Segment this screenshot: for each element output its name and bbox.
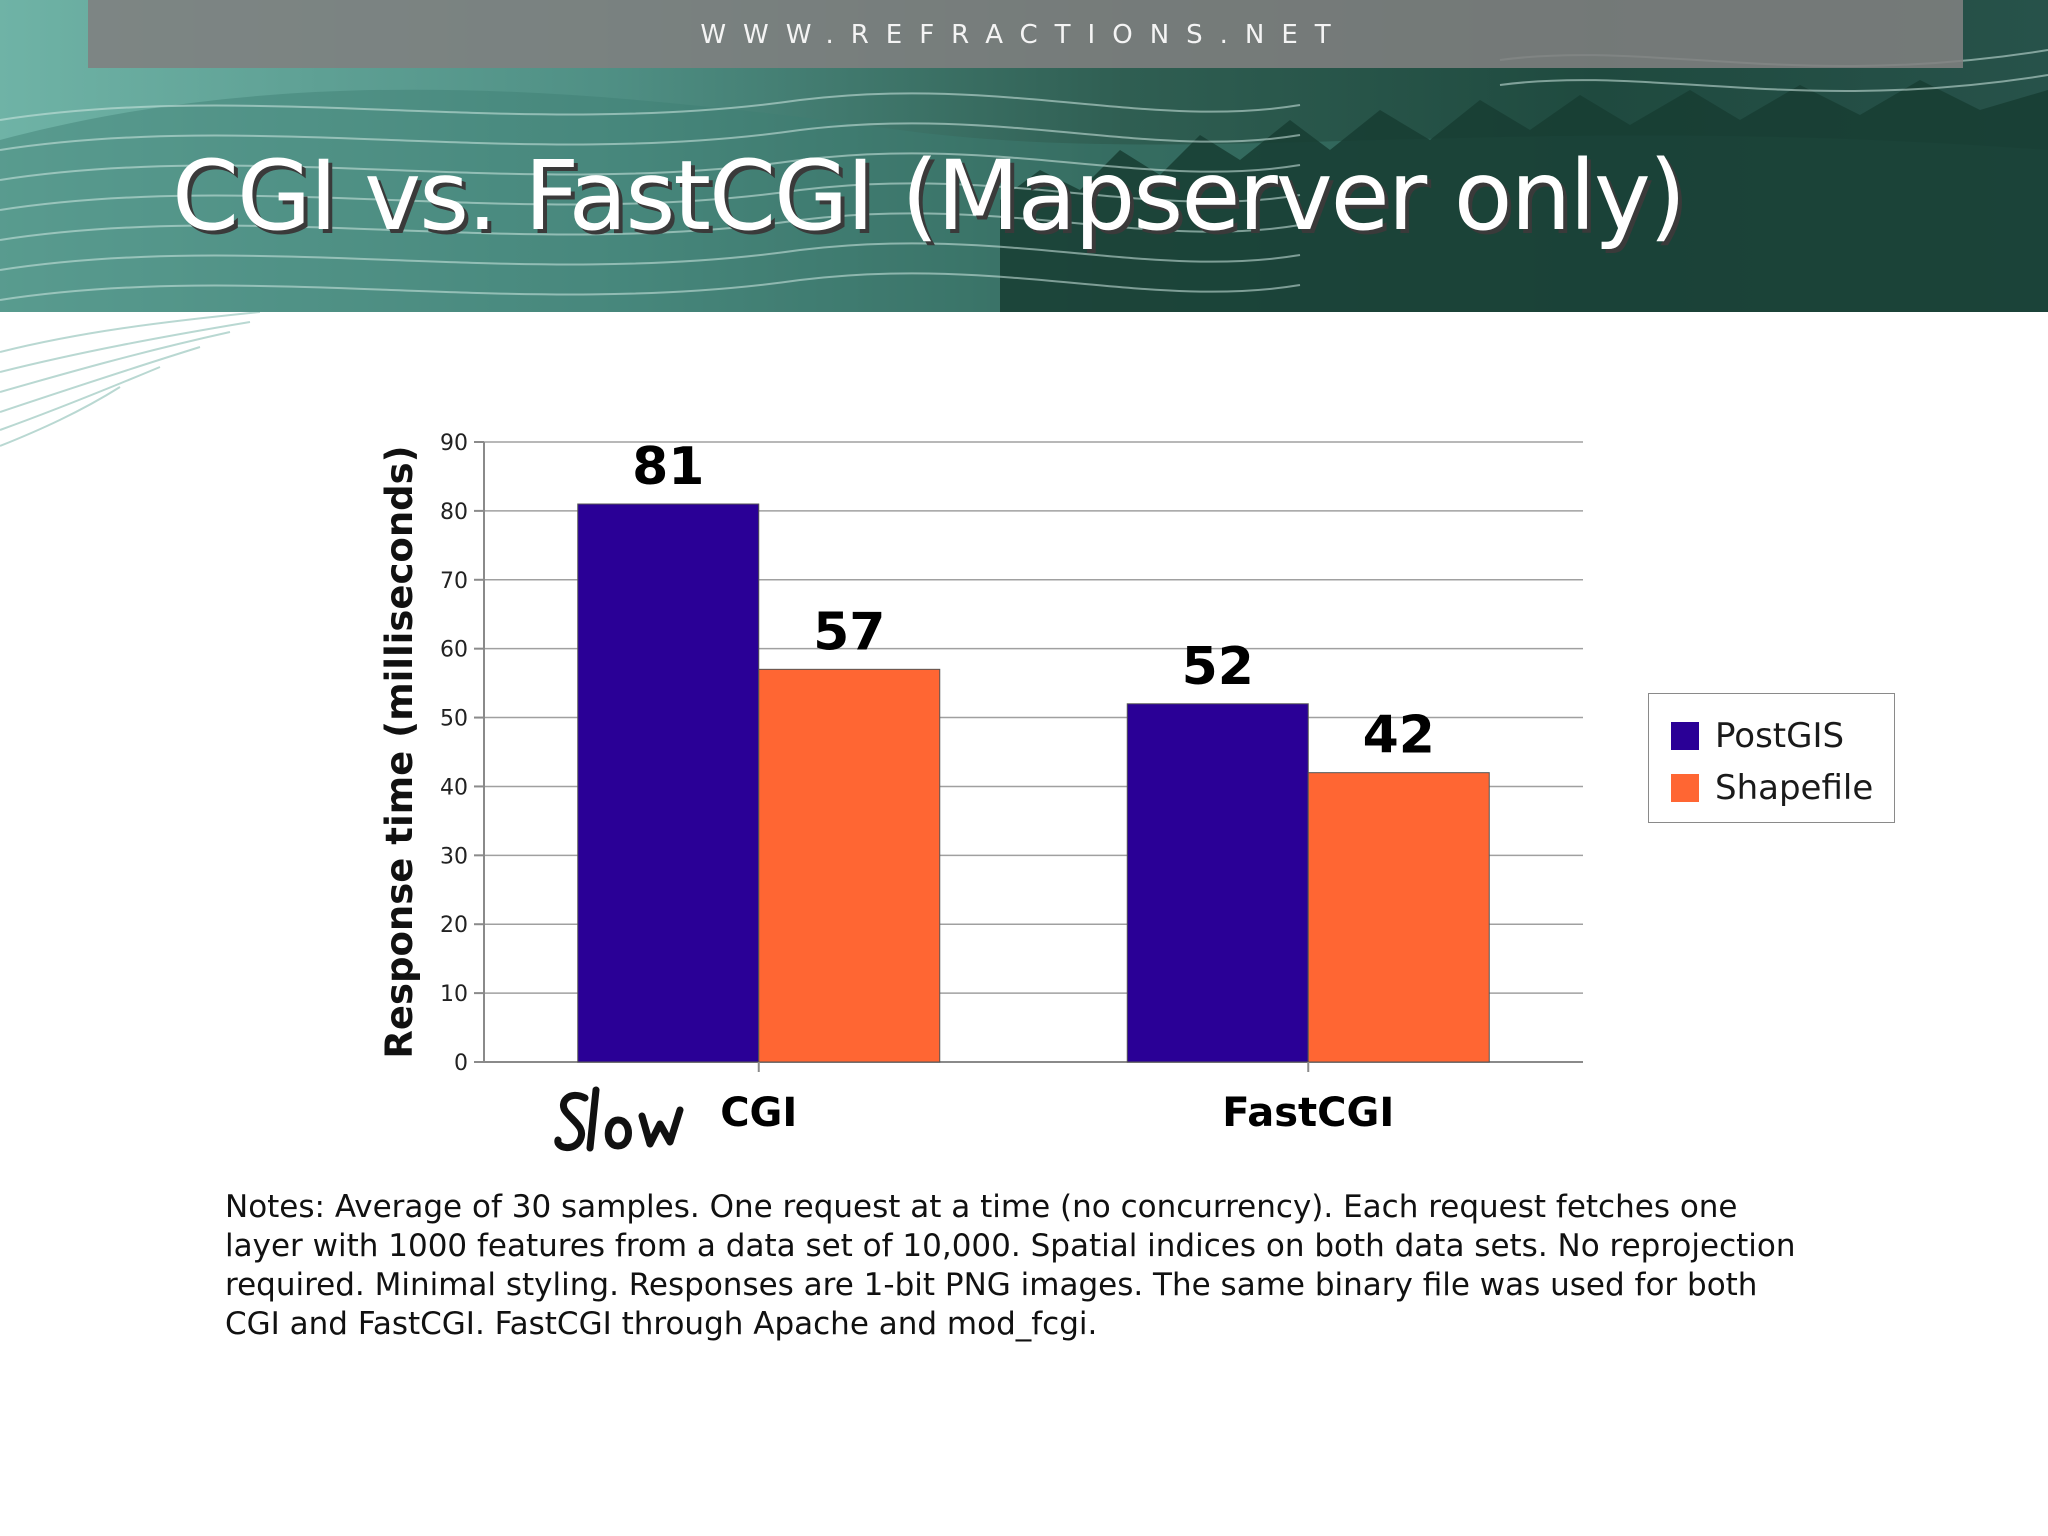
notes-text: Notes: Average of 30 samples. One reques…	[225, 1189, 1796, 1342]
legend-swatch-shapefile	[1671, 774, 1699, 802]
bar-value-label: 52	[1182, 637, 1254, 697]
y-axis-title: Response time (milliseconds)	[378, 445, 421, 1058]
bar-value-label: 57	[813, 602, 885, 662]
bar-value-labels: 81 57 52 42	[632, 437, 1435, 766]
bar-value-label: 42	[1363, 706, 1435, 766]
bar-postgis-fastcgi	[1126, 703, 1309, 1063]
y-tick-label: 0	[454, 1051, 468, 1076]
y-tick-label: 60	[440, 638, 468, 663]
banner-background-art	[0, 49, 2048, 312]
legend-item-postgis: PostGIS	[1671, 716, 1844, 756]
legend-label-shapefile: Shapefile	[1715, 768, 1874, 808]
y-tick-label: 70	[440, 569, 468, 594]
y-tick-label: 40	[440, 775, 468, 800]
y-tick-label: 50	[440, 707, 468, 732]
decorative-waves	[0, 312, 260, 447]
slow-handwriting	[554, 1086, 684, 1152]
category-label-cgi: CGI	[720, 1090, 797, 1136]
y-tick-label: 80	[440, 500, 468, 525]
legend-swatch-postgis	[1671, 722, 1699, 750]
y-tick-label: 30	[440, 844, 468, 869]
legend-item-shapefile: Shapefile	[1671, 768, 1873, 808]
top-bar	[88, 0, 1963, 68]
bar-shapefile-cgi	[758, 668, 941, 1063]
bar-postgis-cgi	[577, 503, 760, 1063]
y-tick-label: 10	[440, 982, 468, 1007]
y-tick-labels: 0 10 20 30 40 50 60 70 80 90	[440, 431, 468, 1076]
category-labels: CGI FastCGI	[720, 1062, 1394, 1136]
y-tick-label: 20	[440, 913, 468, 938]
y-tick-label: 90	[440, 431, 468, 456]
chart-legend: PostGIS Shapefile	[1648, 693, 1895, 823]
header-banner: WWW.REFRACTIONS.NET CGI vs. FastCGI (Map…	[0, 0, 2048, 312]
bar-shapefile-fastcgi	[1307, 772, 1490, 1063]
category-label-fastcgi: FastCGI	[1222, 1090, 1394, 1136]
site-url: WWW.REFRACTIONS.NET	[700, 20, 1348, 50]
chart-bars	[577, 503, 1490, 1063]
slow-annotation	[554, 1086, 684, 1152]
slide-title: CGI vs. FastCGI (Mapserver only)	[172, 140, 1686, 252]
bar-value-label: 81	[632, 437, 704, 497]
legend-label-postgis: PostGIS	[1715, 716, 1845, 756]
